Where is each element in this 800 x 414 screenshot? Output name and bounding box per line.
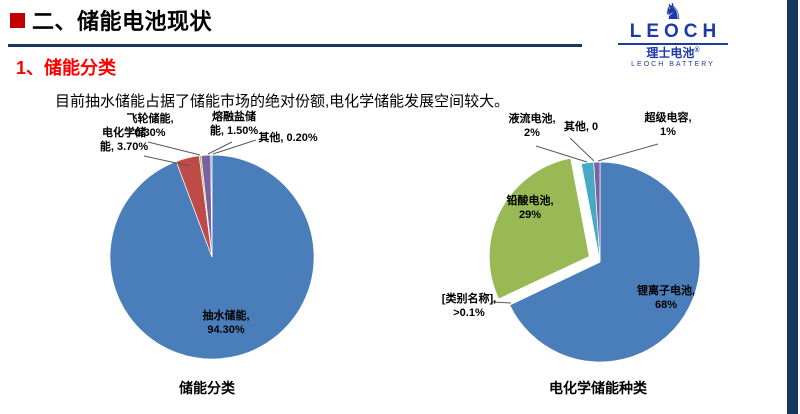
title-bullet-square xyxy=(10,13,25,28)
pie-svg-electrochemical-types xyxy=(488,137,701,363)
slide-title: 二、储能电池现状 xyxy=(32,9,213,34)
label-lithium: 锂离子电池, 68% xyxy=(636,285,696,311)
leader-line-category-placeholder xyxy=(491,301,512,304)
pie-slice-0 xyxy=(509,161,701,363)
pie-slice-4 xyxy=(210,154,213,258)
leader-line-electrochemical xyxy=(143,155,191,167)
section-heading: 1、储能分类 xyxy=(16,58,117,78)
label-electrochemical: 电化学储 能, 3.70% xyxy=(99,127,149,153)
leader-line-molten-salt xyxy=(207,141,233,155)
body-text: 目前抽水储能占据了储能市场的绝对份额,电化学储能发展空间较大。 xyxy=(55,93,510,110)
horse-icon: ♞ xyxy=(663,0,683,24)
label-other: 其他, 0 xyxy=(563,121,599,133)
label-flow-battery: 液流电池, 2% xyxy=(508,113,556,139)
leader-lines xyxy=(143,139,257,167)
label-flywheel: 飞轮储能, 0.30% xyxy=(126,113,174,139)
leoch-logo: ♞ LEOCH 理士电池® LEOCH BATTERY xyxy=(612,1,734,68)
pie-svg-storage-classification xyxy=(109,139,315,360)
label-category-placeholder: [类别名称], >0.1% xyxy=(441,293,497,319)
registered-mark-icon: ® xyxy=(694,47,700,54)
right-edge-bar xyxy=(787,0,798,414)
pie-slice-2 xyxy=(488,157,590,300)
pie-slices xyxy=(488,157,701,363)
leader-lines xyxy=(491,137,659,304)
label-molten-salt: 熔融盐储 能, 1.50% xyxy=(209,111,259,137)
pie-chart-storage-classification: 飞轮储能, 0.30% 电化学储 能, 3.70% 熔融盐储 能, 1.50% … xyxy=(42,100,372,400)
leader-line-flow-battery xyxy=(535,145,588,163)
logo-subtitle: LEOCH BATTERY xyxy=(631,61,715,68)
label-pumped: 抽水储能, 94.30% xyxy=(202,310,250,336)
leader-line-other xyxy=(212,139,257,155)
chart-title-electrochemical-types: 电化学储能种类 xyxy=(549,380,647,396)
label-other: 其他, 0.20% xyxy=(258,132,318,144)
pie-chart-electrochemical-types: 液流电池, 2% 其他, 0 超级电容, 1% 铅酸电池, 29% 锂离子电池,… xyxy=(428,100,768,400)
pie-slice-1 xyxy=(508,261,601,306)
logo-chinese-name: 理士电池® xyxy=(612,47,734,59)
pie-slice-5 xyxy=(593,161,601,263)
leader-line-other xyxy=(569,137,595,162)
title-underline-rule xyxy=(8,44,582,47)
chart-title-storage-classification: 储能分类 xyxy=(179,380,235,396)
logo-wordmark: LEOCH xyxy=(618,22,728,45)
label-supercap: 超级电容, 1% xyxy=(644,112,692,138)
logo-cn-text: 理士电池 xyxy=(646,46,695,60)
pie-slices xyxy=(109,154,315,360)
leader-line-supercap xyxy=(597,143,659,162)
label-lead-acid: 铅酸电池, 29% xyxy=(506,195,554,221)
leader-line-flywheel xyxy=(147,141,201,156)
